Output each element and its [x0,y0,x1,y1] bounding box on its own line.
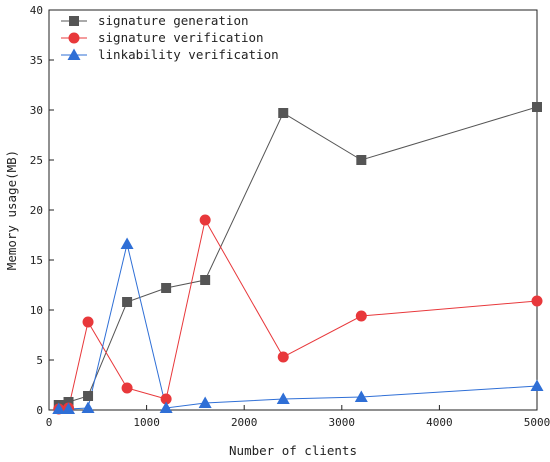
data-point-series-3 [159,401,173,413]
series-markers [52,102,544,415]
data-point-series-3 [276,392,290,404]
data-point-series-3 [198,396,212,408]
data-point-series-2 [355,310,367,322]
data-point-series-3 [120,237,134,249]
x-tick-label: 5000 [524,416,550,429]
x-tick-label: 3000 [329,416,356,429]
data-point-series-3 [52,402,66,414]
data-point-series-3 [354,390,368,402]
data-point-series-1 [83,391,94,401]
data-point-series-1 [356,155,367,165]
y-axis-title: Memory usage(MB) [4,150,19,270]
y-tick-label: 20 [30,204,43,217]
axis-ticks: 0 1000 2000 3000 4000 5000 0 5 10 15 20 25 30 35 40 [30,4,550,429]
y-tick-label: 40 [30,4,43,17]
legend: signature generation signature verificati… [61,13,279,62]
data-point-series-1 [200,275,211,285]
data-point-series-2 [531,295,543,307]
series-line-1 [58,106,538,406]
data-point-series-2 [121,382,133,394]
legend-label-3: linkability verification [98,47,279,62]
data-point-series-2 [277,351,289,363]
legend-marker-1 [69,16,79,26]
data-point-series-1 [122,297,133,307]
x-tick-label: 1000 [133,416,160,429]
data-point-series-1 [532,102,542,112]
data-point-series-3 [530,379,544,391]
data-point-series-1 [161,283,172,293]
y-tick-label: 0 [36,404,43,417]
x-tick-label: 4000 [426,416,453,429]
data-point-series-3 [81,401,95,413]
y-tick-label: 30 [30,104,43,117]
y-tick-label: 25 [30,154,43,167]
data-point-series-2 [82,316,94,328]
data-point-series-1 [63,397,74,407]
data-point-series-2 [160,393,172,405]
legend-label-2: signature verification [98,30,264,45]
plot-frame [48,9,538,411]
data-point-series-3 [62,402,76,414]
legend-marker-3 [67,48,81,60]
legend-marker-2 [68,32,80,44]
data-point-series-2 [199,214,211,226]
y-tick-label: 5 [36,354,43,367]
legend-label-1: signature generation [98,13,249,28]
data-point-series-1 [278,108,289,118]
y-tick-label: 10 [30,304,43,317]
x-tick-label: 2000 [231,416,258,429]
x-tick-label: 0 [46,416,53,429]
series-lines [58,106,538,410]
x-axis-title: Number of clients [229,443,357,458]
y-tick-label: 35 [30,54,43,67]
y-tick-label: 15 [30,254,43,267]
